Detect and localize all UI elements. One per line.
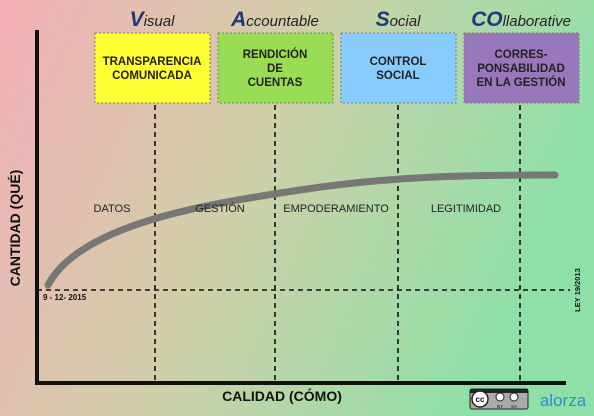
box-line: PONSABILIDAD: [477, 63, 565, 75]
sa-label: SA: [511, 404, 517, 409]
header-rest: ocial: [390, 13, 422, 30]
box: [217, 32, 334, 104]
header-initial: CO: [471, 8, 503, 31]
box-label: TRANSPARENCIA COMUNICADA: [103, 56, 202, 82]
cc-label: cc: [476, 395, 485, 404]
box-line: DE: [267, 63, 283, 75]
header: Social: [376, 8, 422, 31]
box: [340, 32, 457, 104]
boxes: [94, 32, 580, 104]
box-line: COMUNICADA: [112, 70, 192, 82]
header-initial: V: [130, 8, 146, 31]
box-line: CORRES-: [494, 49, 547, 61]
box-line: SOCIAL: [376, 70, 419, 82]
header: Visual: [130, 8, 176, 31]
box: [94, 32, 211, 104]
license-badge: cc BY SA: [469, 388, 529, 410]
box-label: CORRES- PONSABILIDAD EN LA GESTIÓN: [476, 49, 565, 89]
header: Accountable: [230, 8, 319, 31]
growth-curve: [44, 171, 559, 289]
box-line: EN LA GESTIÓN: [476, 76, 565, 89]
phase: DATOS: [94, 203, 131, 215]
box-line: TRANSPARENCIA: [103, 56, 202, 68]
header: COllaborative: [471, 8, 571, 31]
box-label: RENDICIÓN DE CUENTAS: [243, 48, 308, 89]
by-label: BY: [497, 404, 503, 409]
phase: LEGITIMIDAD: [431, 203, 501, 215]
box-line: CUENTAS: [248, 77, 303, 89]
box-label: CONTROL SOCIAL: [370, 56, 427, 82]
header-rest: isual: [144, 13, 176, 30]
start-date: 9 - 12- 2015: [43, 293, 87, 302]
law-label: LEY 19/2013: [573, 268, 582, 312]
box-line: RENDICIÓN: [243, 48, 308, 61]
header-initial: S: [376, 8, 390, 31]
logo: alorza: [540, 391, 587, 410]
header-rest: ccountable: [246, 13, 319, 30]
x-axis-label: CALIDAD (CÓMO): [222, 387, 342, 404]
box: [463, 32, 580, 104]
header-rest: llaborative: [503, 13, 571, 30]
phase: GESTIÓN: [195, 202, 245, 215]
header-initial: A: [230, 8, 246, 31]
y-axis-label: CANTIDAD (QUÉ): [7, 170, 23, 287]
phase: EMPODERAMIENTO: [283, 203, 389, 215]
box-line: CONTROL: [370, 56, 427, 68]
